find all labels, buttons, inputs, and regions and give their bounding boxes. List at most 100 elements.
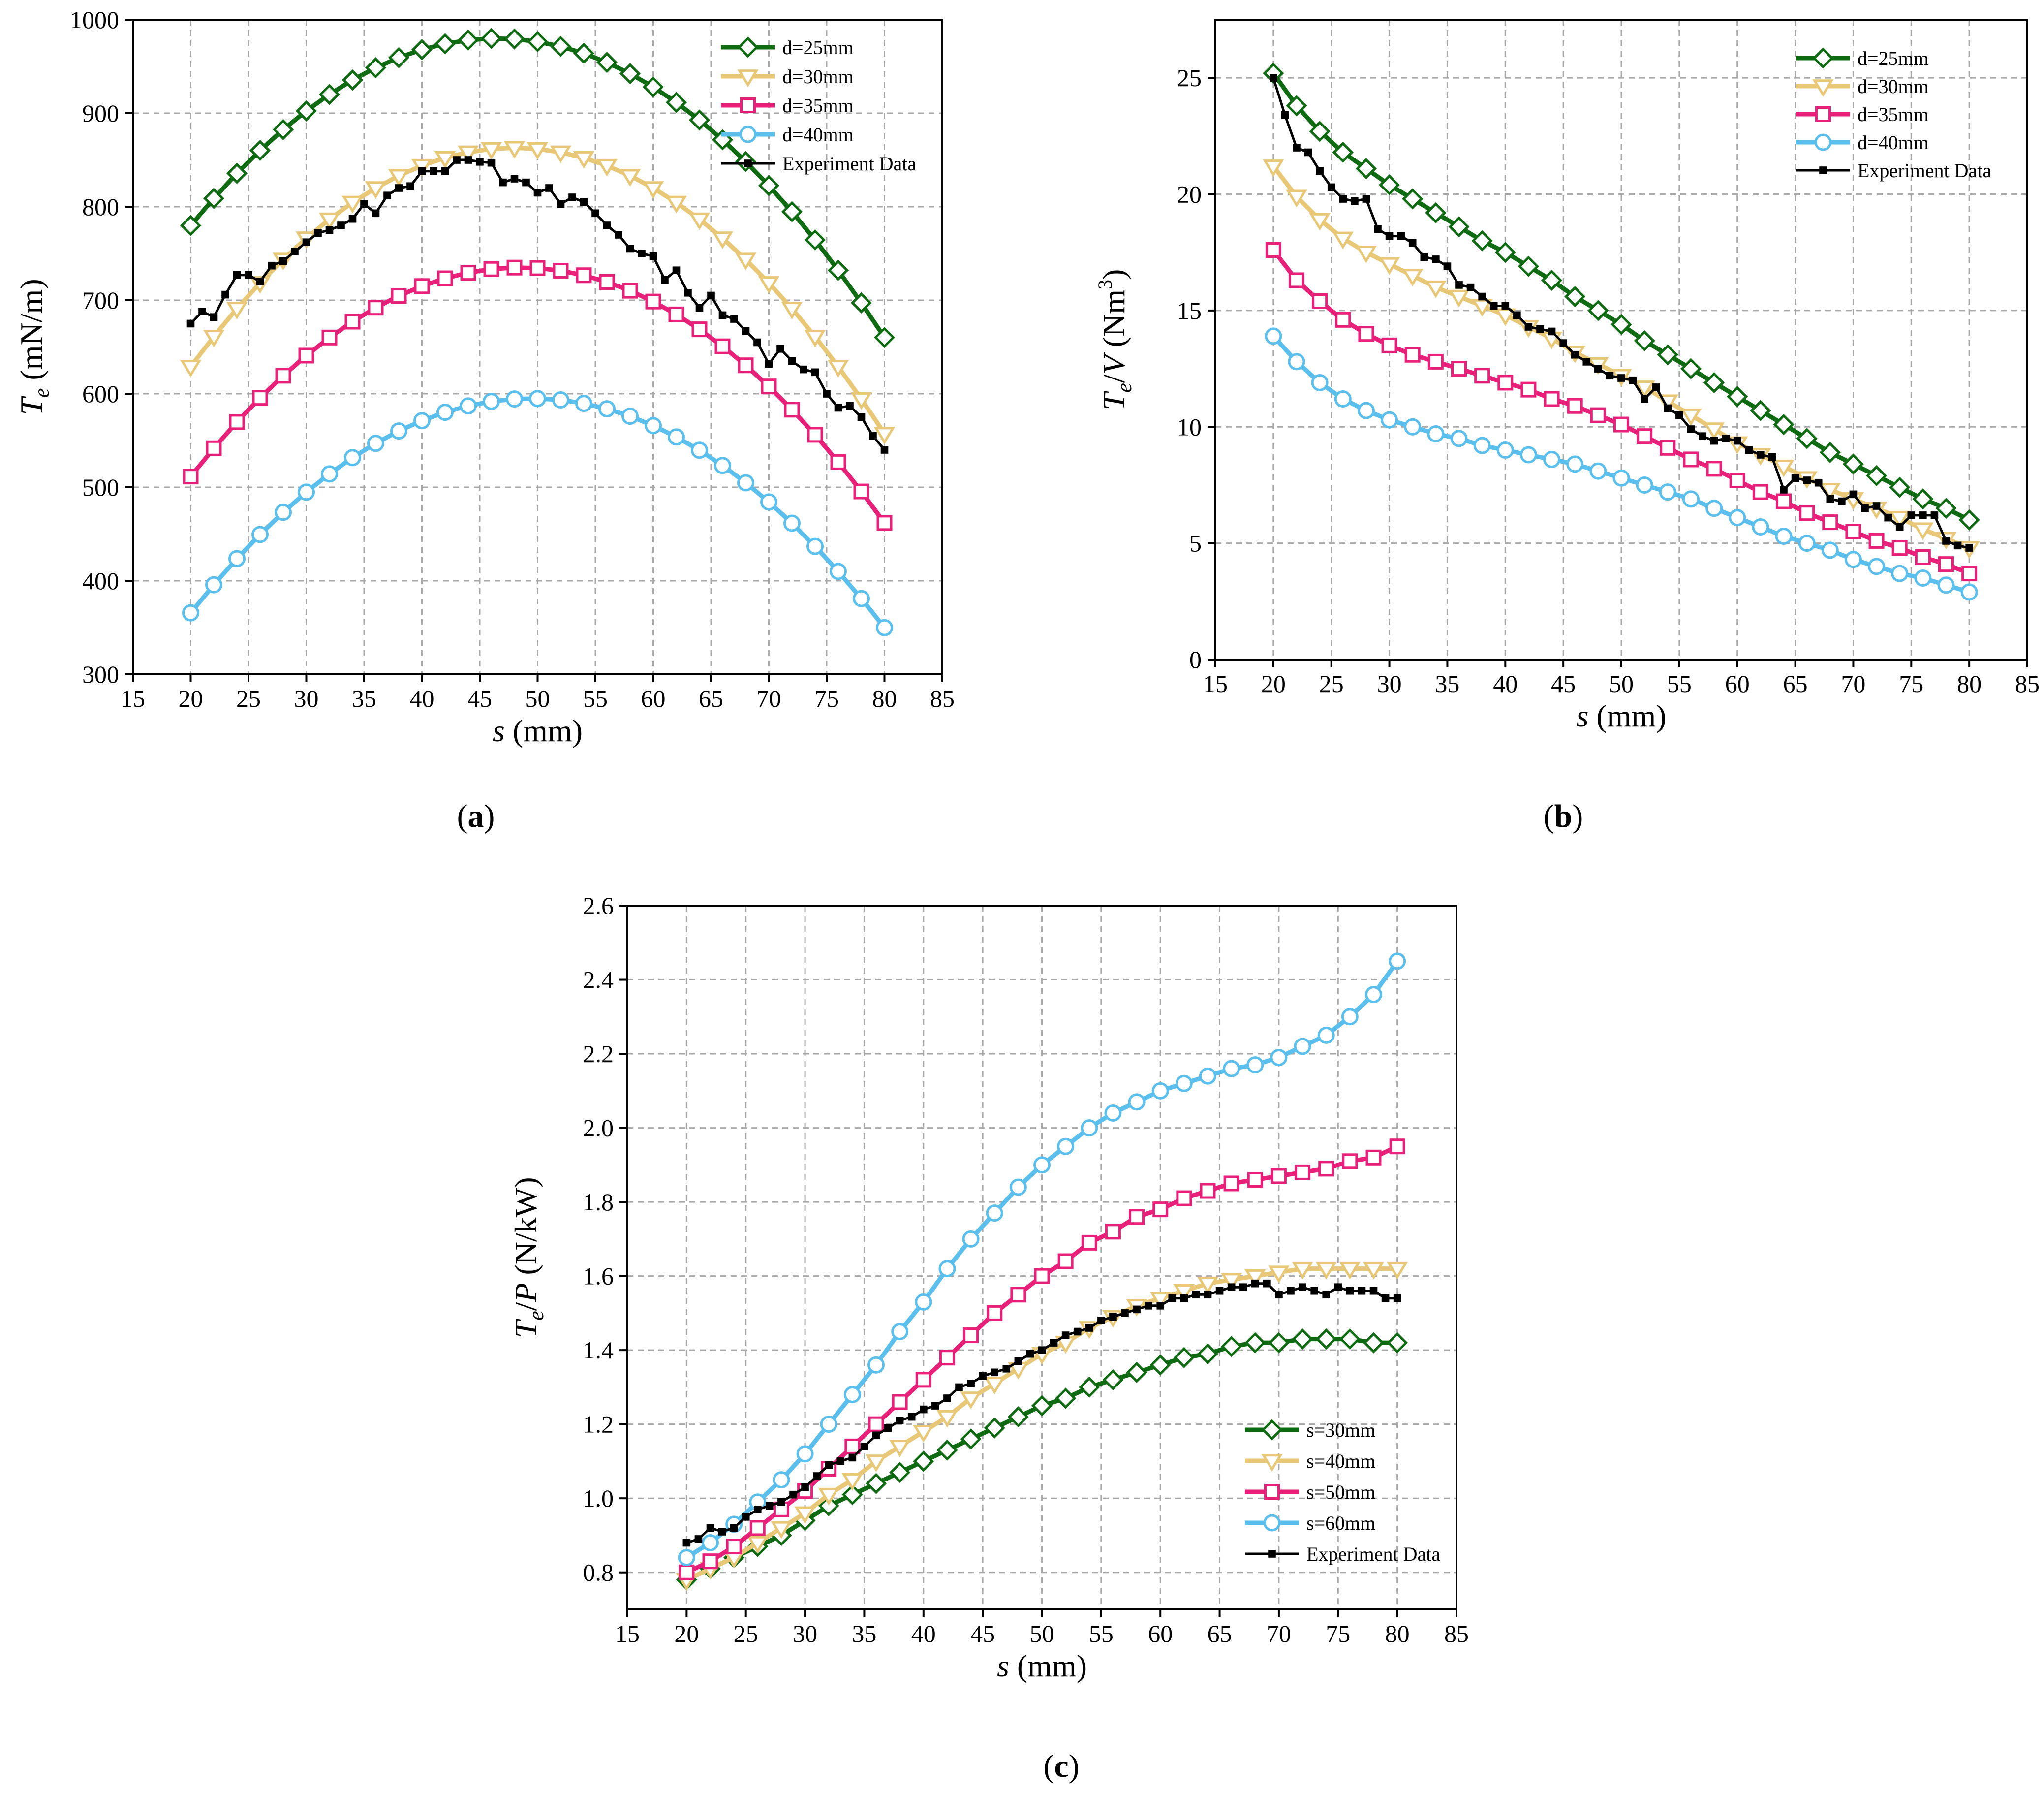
x-tick-label: 70: [1267, 1620, 1291, 1647]
data-point: [575, 395, 592, 412]
data-point: [1706, 461, 1722, 477]
x-tick-label: 25: [236, 685, 261, 712]
data-point: [984, 1417, 1005, 1439]
data-point: [1312, 293, 1328, 309]
data-point: [1822, 514, 1838, 531]
data-point: [529, 260, 546, 276]
x-tick-label: 20: [674, 1620, 699, 1647]
data-point: [766, 1502, 774, 1510]
data-point: [337, 221, 345, 229]
legend-item: d=25mm: [721, 36, 854, 59]
y-axis-label: Te/V (Nm3): [1094, 269, 1136, 410]
data-point: [813, 1472, 821, 1480]
data-point: [596, 52, 618, 73]
x-tick-label: 55: [1089, 1620, 1114, 1647]
data-point: [318, 84, 341, 105]
data-point: [1501, 302, 1510, 310]
data-point: [1703, 372, 1725, 393]
data-point: [1387, 1332, 1408, 1354]
data-point: [1733, 437, 1741, 445]
data-point: [1520, 381, 1537, 398]
data-point: [1559, 339, 1567, 347]
data-point: [221, 290, 229, 299]
data-point: [846, 402, 854, 410]
data-point: [365, 181, 387, 199]
data-point: [1286, 189, 1307, 208]
data-point: [1341, 1008, 1359, 1026]
data-point: [268, 261, 276, 270]
data-point: [1363, 1261, 1385, 1280]
x-tick-label: 75: [814, 685, 839, 712]
data-point: [781, 302, 803, 319]
data-point: [1247, 1171, 1263, 1188]
data-point: [499, 178, 507, 187]
y-tick-label: 800: [82, 193, 119, 221]
data-point: [1151, 1082, 1169, 1100]
data-point: [1402, 188, 1424, 210]
data-point: [843, 1386, 861, 1403]
data-point: [372, 209, 380, 218]
x-tick-label: 80: [872, 685, 897, 712]
data-point: [1152, 1201, 1169, 1218]
data-point: [915, 1372, 931, 1388]
data-point: [1050, 1339, 1058, 1347]
x-tick-label: 50: [1609, 670, 1634, 697]
data-point: [483, 261, 499, 277]
legend-label: d=25mm: [782, 36, 854, 59]
data-point: [1246, 1056, 1264, 1074]
data-point: [552, 391, 569, 409]
data-point: [1796, 428, 1818, 449]
data-point: [1102, 1369, 1124, 1390]
y-tick-label: 700: [82, 286, 119, 314]
data-point: [1519, 446, 1537, 464]
data-point: [850, 292, 872, 314]
data-point: [599, 274, 615, 290]
x-tick-label: 45: [467, 685, 492, 712]
data-point: [773, 1471, 790, 1489]
legend-label: s=50mm: [1306, 1481, 1375, 1503]
data-point: [1710, 437, 1718, 445]
data-point: [777, 1498, 785, 1506]
data-point: [1149, 1292, 1171, 1309]
data-point: [1826, 495, 1834, 503]
data-point: [691, 441, 708, 459]
data-point: [1200, 1183, 1216, 1199]
y-tick-label: 10: [1177, 413, 1202, 441]
data-point: [522, 178, 530, 187]
x-tick-label: 85: [2015, 670, 2040, 697]
x-tick-label: 35: [852, 1620, 876, 1647]
data-point: [580, 198, 588, 206]
y-axis-unit: (N/kW): [508, 1177, 543, 1283]
data-point: [1838, 497, 1846, 505]
data-point: [341, 195, 364, 214]
data-point: [203, 188, 225, 209]
data-point: [430, 167, 437, 175]
data-point: [876, 619, 893, 636]
data-point: [915, 1293, 932, 1311]
data-point: [302, 238, 310, 246]
data-point: [1420, 253, 1428, 261]
data-point: [1466, 283, 1475, 291]
data-point: [1374, 225, 1382, 233]
data-point: [869, 432, 877, 440]
y-tick-label: 300: [82, 661, 119, 688]
y-tick-label: 1.4: [583, 1336, 614, 1364]
data-point: [872, 1431, 880, 1440]
data-point: [979, 1372, 987, 1380]
data-point: [1033, 1156, 1051, 1174]
y-tick-label: 2.0: [583, 1114, 614, 1142]
data-point: [645, 417, 662, 435]
x-tick-label: 25: [1319, 670, 1344, 697]
data-point: [1288, 353, 1305, 371]
data-point: [1007, 1406, 1029, 1428]
data-point: [1776, 493, 1792, 509]
data-point: [1173, 1347, 1195, 1368]
data-point: [360, 200, 368, 208]
data-point: [1204, 1291, 1212, 1299]
data-point: [434, 151, 456, 169]
data-point: [1097, 1317, 1105, 1324]
legend-label: d=35mm: [782, 95, 854, 117]
data-point: [825, 1461, 833, 1469]
y-tick-label: 1.8: [583, 1188, 614, 1216]
data-point: [1180, 1294, 1188, 1302]
